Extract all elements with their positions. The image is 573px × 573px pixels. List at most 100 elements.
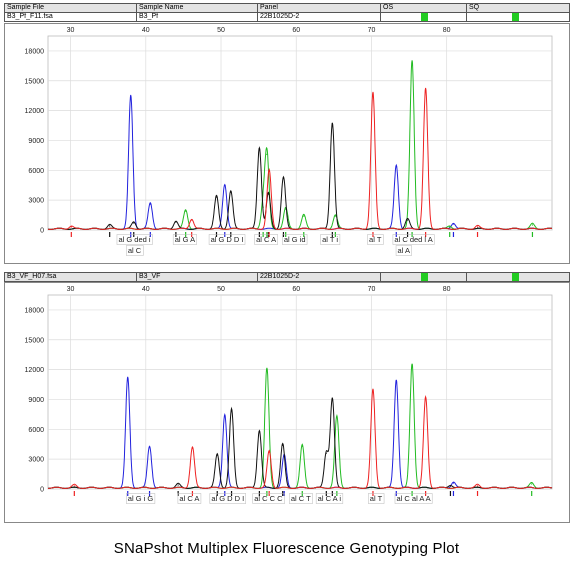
electropherogram-plot-1: 30 40 50 60 70 80 0 3000 6000 9000 12000 15000 18000… [4, 23, 570, 264]
allele-label-box [315, 493, 344, 504]
sample-file-value: B3_Pf_F11.fsa [4, 13, 137, 22]
green-peak-apex [334, 215, 336, 217]
y-tick-label: 18000 [25, 48, 45, 55]
x-tick-label: 30 [67, 286, 75, 293]
header-sample-file: Sample File [4, 3, 137, 13]
sq-status-cell [467, 13, 570, 22]
sq-pass-flag [512, 13, 519, 21]
allele-label[interactable]: al C A [179, 494, 199, 503]
sq-pass-flag [512, 273, 519, 281]
sample-file-value: B3_VF_H07.fsa [4, 272, 137, 282]
allele-label-box [172, 234, 197, 245]
red-peak-apex [476, 226, 479, 228]
allele-label[interactable]: al C C C [254, 494, 283, 503]
red-peak-apex [191, 447, 194, 449]
allele-label[interactable]: al T [369, 235, 382, 244]
red-peak-apex [372, 389, 374, 392]
y-tick-label: 15000 [25, 78, 45, 85]
panel-value: 22B1025D-2 [258, 13, 381, 22]
allele-label-box [289, 493, 313, 504]
allele-label[interactable]: al G D D I [211, 494, 244, 503]
panel-value: 22B1025D-2 [258, 272, 381, 282]
y-tick-label: 15000 [25, 337, 45, 344]
electropherogram-panel-2: B3_VF_H07.fsa B3_VF 22B1025D-2 30 40 50 60 7… [4, 272, 570, 523]
os-status-cell [381, 13, 467, 22]
allele-label-box [254, 234, 278, 245]
figure-caption: SNaPshot Multiplex Fluorescence Genotypi… [113, 540, 460, 557]
allele-label[interactable]: al C A [256, 235, 276, 244]
x-tick-label: 60 [292, 27, 300, 34]
allele-label-box [126, 245, 144, 256]
allele-label[interactable]: al A [398, 246, 411, 255]
plot-frame [4, 23, 570, 264]
x-tick-label: 50 [217, 286, 225, 293]
red-trace [48, 388, 553, 489]
allele-label[interactable]: al G i G [128, 494, 154, 503]
black-peak-apex [331, 398, 333, 401]
allele-label-box [282, 234, 308, 245]
black-peak-apex [230, 191, 232, 193]
red-peak-apex [425, 89, 427, 91]
allele-label-box [116, 234, 153, 245]
header-values-2a: B3_VF_H07.fsa B3_VF 22B1025D-2 [4, 272, 570, 282]
blue-peak-apex [149, 203, 151, 205]
x-tick-label: 50 [217, 27, 225, 34]
black-peak-apex [215, 196, 218, 198]
blue-peak-apex [452, 482, 455, 484]
allele-label[interactable]: al G id [284, 235, 306, 244]
allele-label[interactable]: al T [370, 494, 383, 503]
green-peak-apex [449, 226, 451, 228]
y-tick-label: 9000 [28, 138, 44, 145]
black-peak-apex [109, 225, 111, 227]
green-peak-apex [531, 224, 534, 226]
os-pass-flag [421, 273, 428, 281]
allele-label-box [209, 493, 247, 504]
os-pass-flag [421, 13, 428, 21]
x-tick-label: 70 [368, 27, 376, 34]
x-tick-label: 40 [142, 286, 150, 293]
allele-label-box [368, 493, 385, 504]
blue-peak-apex [148, 446, 151, 448]
x-tick-label: 30 [67, 27, 75, 34]
black-peak-apex [406, 219, 409, 221]
blue-peak-apex [224, 184, 226, 186]
y-tick-label: 3000 [28, 198, 44, 205]
sample-name-value: B3_VF [137, 272, 258, 282]
y-tick-label: 18000 [25, 307, 45, 314]
blue-peak-apex [395, 165, 397, 167]
plot-frame [4, 282, 570, 523]
black-peak-apex [230, 409, 233, 412]
allele-label[interactable]: al T i [322, 235, 338, 244]
allele-label[interactable]: al C [128, 246, 142, 255]
red-peak-apex [268, 451, 270, 453]
allele-label[interactable]: al C al A A [396, 494, 430, 503]
black-peak-apex [282, 444, 284, 446]
black-peak-apex [258, 430, 260, 432]
allele-label[interactable]: al G A [175, 235, 195, 244]
red-trace [48, 87, 552, 230]
red-peak-apex [476, 485, 479, 487]
green-peak-apex [531, 483, 533, 485]
sq-status-cell [467, 272, 570, 282]
allele-label[interactable]: al C ded l A [394, 235, 432, 244]
y-tick-label: 6000 [28, 168, 44, 175]
allele-label[interactable]: al C T [291, 494, 311, 503]
allele-label[interactable]: al C A i [318, 494, 342, 503]
header-panel: Panel [258, 3, 381, 13]
allele-label[interactable]: al G D D I [211, 235, 244, 244]
black-peak-apex [282, 177, 285, 179]
y-tick-label: 9000 [28, 397, 44, 404]
y-tick-label: 0 [40, 487, 44, 494]
allele-label[interactable]: al G ded i [118, 235, 150, 244]
y-tick-label: 0 [40, 228, 44, 235]
blue-peak-apex [127, 377, 129, 380]
x-tick-label: 80 [443, 27, 451, 34]
black-peak-apex [133, 222, 135, 224]
header-values-1: B3_Pf_F11.fsa B3_Pf 22B1025D-2 [4, 13, 570, 22]
green-peak-apex [266, 153, 268, 155]
x-tick-label: 40 [142, 27, 150, 34]
green-peak-apex [336, 416, 338, 418]
green-peak-apex [411, 364, 413, 366]
black-peak-apex [177, 484, 179, 486]
black-peak-apex [331, 122, 333, 125]
